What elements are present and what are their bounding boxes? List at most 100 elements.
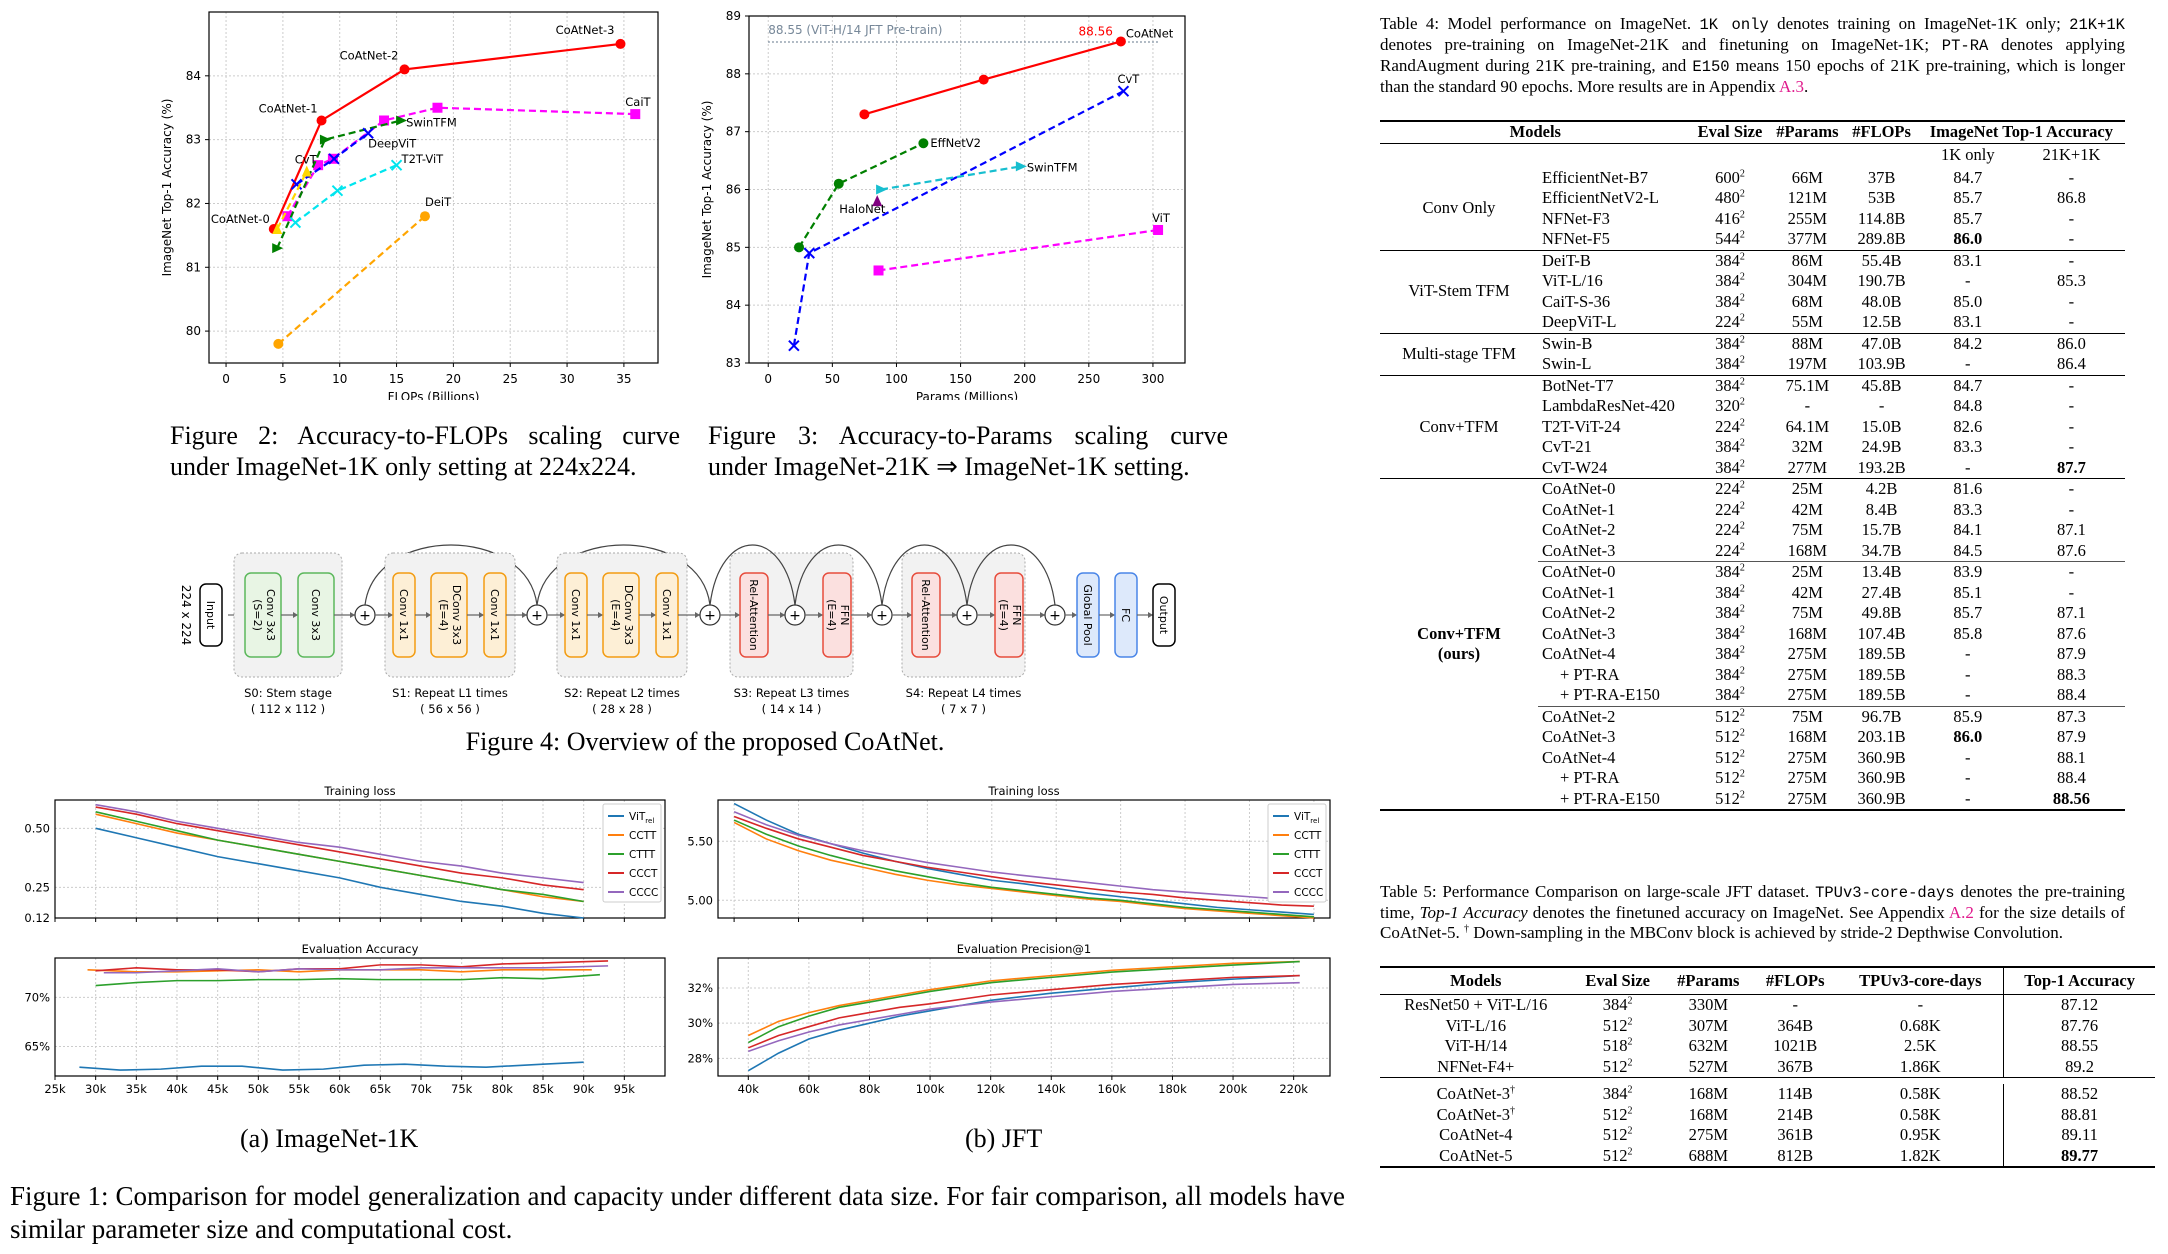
caption-text: Table 4: Model performance on ImageNet. xyxy=(1380,14,1700,33)
panel-title: Evaluation Accuracy xyxy=(302,942,419,956)
eval-size: 3842 xyxy=(1715,354,1745,373)
acc-1k-only: - xyxy=(1965,747,1971,767)
params: 42M xyxy=(1791,499,1823,519)
flops: 360.9B xyxy=(1857,768,1906,787)
model-name: NFNet-F4+ xyxy=(1437,1056,1515,1076)
arrow-head xyxy=(479,612,484,618)
skip-connection xyxy=(364,544,538,606)
params: 121M xyxy=(1787,188,1828,207)
fig1-panel-0: Training loss0.120.250.50ViTrelCCTTCTTTC… xyxy=(24,784,666,925)
data-point xyxy=(419,211,430,222)
tpu-core-days: 0.95K xyxy=(1899,1125,1941,1144)
reference-line-label: 88.55 (ViT-H/14 JFT Pre-train) xyxy=(768,23,942,37)
eval-size: 3842 xyxy=(1715,271,1745,290)
emphasis-term: Top-1 Accuracy xyxy=(1419,903,1528,922)
eval-size: 5182 xyxy=(1602,1036,1633,1055)
table-row: Conv+TFM BotNet-T7 3842 75.1M 45.8B 84.7 - xyxy=(1380,375,2125,436)
svg-text:(E=4): (E=4) xyxy=(997,599,1010,631)
params: 197M xyxy=(1787,354,1828,373)
arrow-head xyxy=(560,612,565,618)
flops: 364B xyxy=(1777,1015,1814,1035)
acc-1k-only: 85.1 xyxy=(1953,582,1983,602)
s2-dconv: DConv 3x3(E=4) xyxy=(602,572,640,658)
skip-connection xyxy=(794,544,883,606)
table-row: CvT-21 3842 32M 24.9B 83.3 - xyxy=(1380,437,2125,458)
model-name: ViT-H/14 xyxy=(1444,1036,1508,1055)
x-tick-label: 25 xyxy=(503,372,518,386)
data-point xyxy=(282,211,293,222)
group-label: Conv+TFM (ours) xyxy=(1417,623,1501,664)
y-tick-label: 84 xyxy=(726,298,741,312)
series-label: ViT xyxy=(1152,211,1171,225)
flops: - xyxy=(1878,396,1885,415)
appendix-link[interactable]: A.3 xyxy=(1778,77,1804,96)
figure-2-flops-chart: 0 5 10 15 20 25 30 35 80 81 82 83 84 FLOPs (Billions)… xyxy=(160,11,659,400)
group-label: ViT-Stem TFM xyxy=(1408,281,1510,301)
eval-size: 3842 xyxy=(1715,644,1745,663)
x-tick-label: 100 xyxy=(885,372,908,386)
series-coatnet: CoAtNet-0 CoAtNet-1 CoAtNet-2 CoAtNet-3 xyxy=(211,23,626,234)
svg-text:+: + xyxy=(359,608,371,624)
data-point xyxy=(331,184,344,197)
legend-box xyxy=(602,803,662,903)
params: 168M xyxy=(1688,1104,1729,1124)
acc-21k-1k: - xyxy=(2068,499,2075,519)
figure-1-caption: Figure 1: Comparison for model generaliz… xyxy=(10,1181,1345,1244)
arrow-head xyxy=(426,612,431,618)
flops: 189.5B xyxy=(1857,685,1906,704)
table-row: LambdaResNet-420 3202 - - 84.8 - xyxy=(1380,396,2125,417)
model-name: CoAtNet-3† xyxy=(1436,1084,1515,1103)
table-5-caption: Table 5: Performance Comparison on large… xyxy=(1380,882,2125,943)
caption-text: Table 5: Performance Comparison on large… xyxy=(1380,882,1816,901)
table-5: Models Eval Size #Params #FLOPs TPUv3-core-d… xyxy=(1380,966,2160,1167)
series-line xyxy=(272,42,621,230)
series-cccc xyxy=(733,811,1314,902)
params: 275M xyxy=(1787,664,1828,684)
series-label: CoAtNet xyxy=(1126,26,1174,40)
appendix-link[interactable]: A.2 xyxy=(1948,903,1974,922)
x-tick-label: 5 xyxy=(279,372,287,386)
table-row: CoAtNet-3 2242 168M 34.7B 84.5 87.6 xyxy=(1380,541,2125,562)
x-tick-label: 95k xyxy=(614,1082,636,1096)
caption-text: denotes the pre-training time, xyxy=(1380,882,2125,922)
x-tick-label: 120k xyxy=(976,1082,1005,1096)
group-label: Multi-stage TFM xyxy=(1402,343,1516,363)
flops: - xyxy=(1792,995,1798,1014)
flops: 15.0B xyxy=(1861,416,1902,436)
tpu-core-days: 2.5K xyxy=(1904,1036,1937,1055)
model-name: CoAtNet-2 xyxy=(1542,520,1616,539)
col-header-tpu-days: TPUv3-core-days xyxy=(1859,971,1982,990)
subfigure-b-label: (b) JFT xyxy=(965,1124,1043,1153)
figure-4-caption: Figure 4: Overview of the proposed CoAtN… xyxy=(465,727,945,756)
svg-text:Conv 1x1: Conv 1x1 xyxy=(488,589,501,641)
flops: 114B xyxy=(1777,1084,1813,1103)
model-name: CoAtNet-3 xyxy=(1542,623,1616,643)
y-tick-label: 28% xyxy=(687,1051,713,1065)
eval-size: 3842 xyxy=(1715,562,1745,581)
tpu-core-days: - xyxy=(1917,995,1924,1014)
acc-21k-1k: 87.9 xyxy=(2056,727,2086,746)
series-line xyxy=(792,90,1124,346)
x-tick-label: 200k xyxy=(1219,1082,1248,1096)
params: 330M xyxy=(1688,995,1729,1014)
x-tick-label: 30 xyxy=(559,372,574,386)
table-row: CoAtNet-4 5122 275M 360.9B - 88.1 xyxy=(1380,748,2125,769)
eval-size: 3842 xyxy=(1715,685,1745,704)
model-name: CoAtNet-2 xyxy=(1542,603,1616,622)
x-tick-label: 0 xyxy=(764,372,772,386)
table-4: Models Eval Size #Params #FLOPs ImageNet Top… xyxy=(1380,120,2125,810)
model-name: Swin-L xyxy=(1542,354,1592,373)
global-pool-block: Global Pool xyxy=(1076,572,1100,658)
table-row: T2T-ViT-24 2242 64.1M 15.0B 82.6 - xyxy=(1380,417,2125,438)
series-cttt xyxy=(733,819,1314,918)
x-tick-label: 60k xyxy=(798,1082,820,1096)
fig1-panel-1: Evaluation Accuracy 25k 30k 35k 40k 45k 50k 55k… xyxy=(24,942,666,1096)
eval-size: 5122 xyxy=(1715,788,1745,808)
y-axis-label: ImageNet Top-1 Accuracy (%) xyxy=(700,101,714,279)
series-line xyxy=(286,106,636,217)
series-t2t-vit: T2T-ViT xyxy=(289,152,444,229)
data-point xyxy=(301,165,312,177)
flops: 55.4B xyxy=(1861,250,1902,270)
eval-size: 2242 xyxy=(1715,540,1745,560)
flops: 107.4B xyxy=(1857,623,1906,643)
